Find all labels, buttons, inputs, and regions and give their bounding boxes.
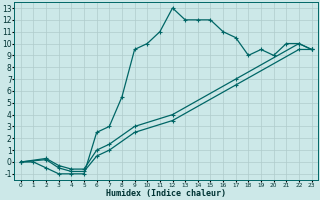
X-axis label: Humidex (Indice chaleur): Humidex (Indice chaleur) xyxy=(106,189,226,198)
